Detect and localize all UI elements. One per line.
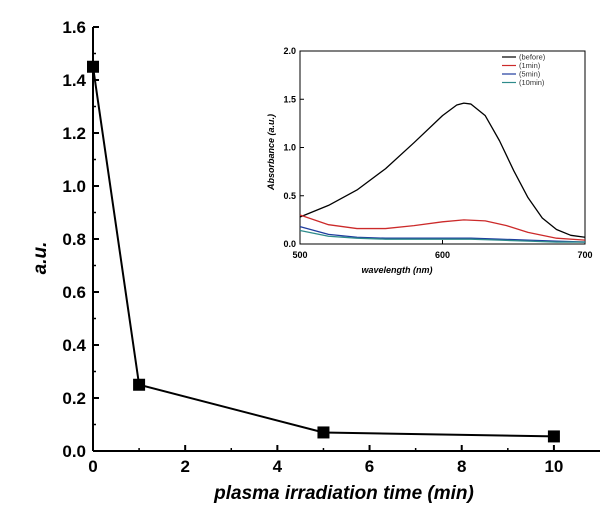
main-data-point: [547, 430, 560, 443]
main-x-tick-label: 4: [273, 457, 283, 476]
main-data-point: [87, 60, 99, 73]
main-x-tick-label: 6: [365, 457, 374, 476]
inset-series-line: [299, 226, 586, 243]
inset-series-line: [299, 214, 586, 241]
inset-y-tick-label: 1.0: [283, 143, 296, 153]
main-y-tick-label: 1.0: [62, 177, 86, 196]
inset-y-ticks: 0.0 0.5 1.0 1.5 2.0: [283, 46, 304, 249]
inset-y-tick-label: 0.0: [283, 239, 296, 249]
main-plot: 0 2 4 6 8 10 0.0 0.2 0.4 0.6 0.8 1.0 1.2 1.4 1.6 plas…: [30, 18, 600, 504]
inset-x-tick-label: 700: [577, 250, 592, 260]
inset-series: [299, 102, 586, 243]
inset-legend-label: (before): [519, 53, 546, 62]
inset-plot: 500 600 700 0.0 0.5 1.0 1.5 2.0 (before)(1min)…: [257, 40, 602, 293]
inset-series-line: [299, 229, 585, 243]
main-x-axis-label: plasma irradiation time (min): [213, 483, 474, 504]
inset-series-line: [299, 102, 586, 238]
inset-y-tick-label: 1.5: [283, 94, 296, 104]
main-y-tick-label: 0.2: [62, 389, 86, 408]
inset-legend-label: (1min): [519, 61, 541, 70]
main-y-tick-label: 1.6: [62, 18, 86, 37]
main-x-ticks: 0 2 4 6 8 10: [88, 445, 563, 476]
main-y-tick-label: 0.4: [62, 336, 86, 355]
inset-y-tick-label: 0.5: [283, 191, 296, 201]
main-y-tick-label: 1.2: [62, 124, 86, 143]
main-y-tick-label: 0.0: [62, 442, 86, 461]
inset-background: [257, 40, 602, 293]
main-x-tick-label: 2: [180, 457, 189, 476]
inset-x-tick-label: 600: [435, 250, 450, 260]
inset-x-axis-label: wavelength (nm): [361, 265, 432, 275]
main-data-point: [317, 426, 330, 439]
main-series-line: [92, 66, 554, 438]
main-y-axis-label: a.u.: [30, 242, 51, 275]
main-x-tick-label: 10: [544, 457, 563, 476]
main-x-tick-label: 0: [88, 457, 97, 476]
inset-legend: (before)(1min)(5min)(10min): [502, 53, 546, 87]
main-y-tick-label: 0.8: [62, 230, 86, 249]
main-series: [87, 60, 560, 443]
main-y-tick-label: 0.6: [62, 283, 86, 302]
inset-legend-label: (5min): [519, 70, 541, 79]
inset-y-axis-label: Absorbance (a.u.): [266, 114, 276, 191]
main-y-tick-label: 1.4: [62, 71, 86, 90]
main-data-point: [133, 378, 146, 391]
main-x-tick-label: 8: [457, 457, 466, 476]
inset-y-tick-label: 2.0: [283, 46, 296, 56]
main-y-ticks: 0.0 0.2 0.4 0.6 0.8 1.0 1.2 1.4 1.6: [62, 18, 99, 461]
inset-legend-label: (10min): [519, 78, 545, 87]
inset-x-tick-label: 500: [292, 250, 307, 260]
